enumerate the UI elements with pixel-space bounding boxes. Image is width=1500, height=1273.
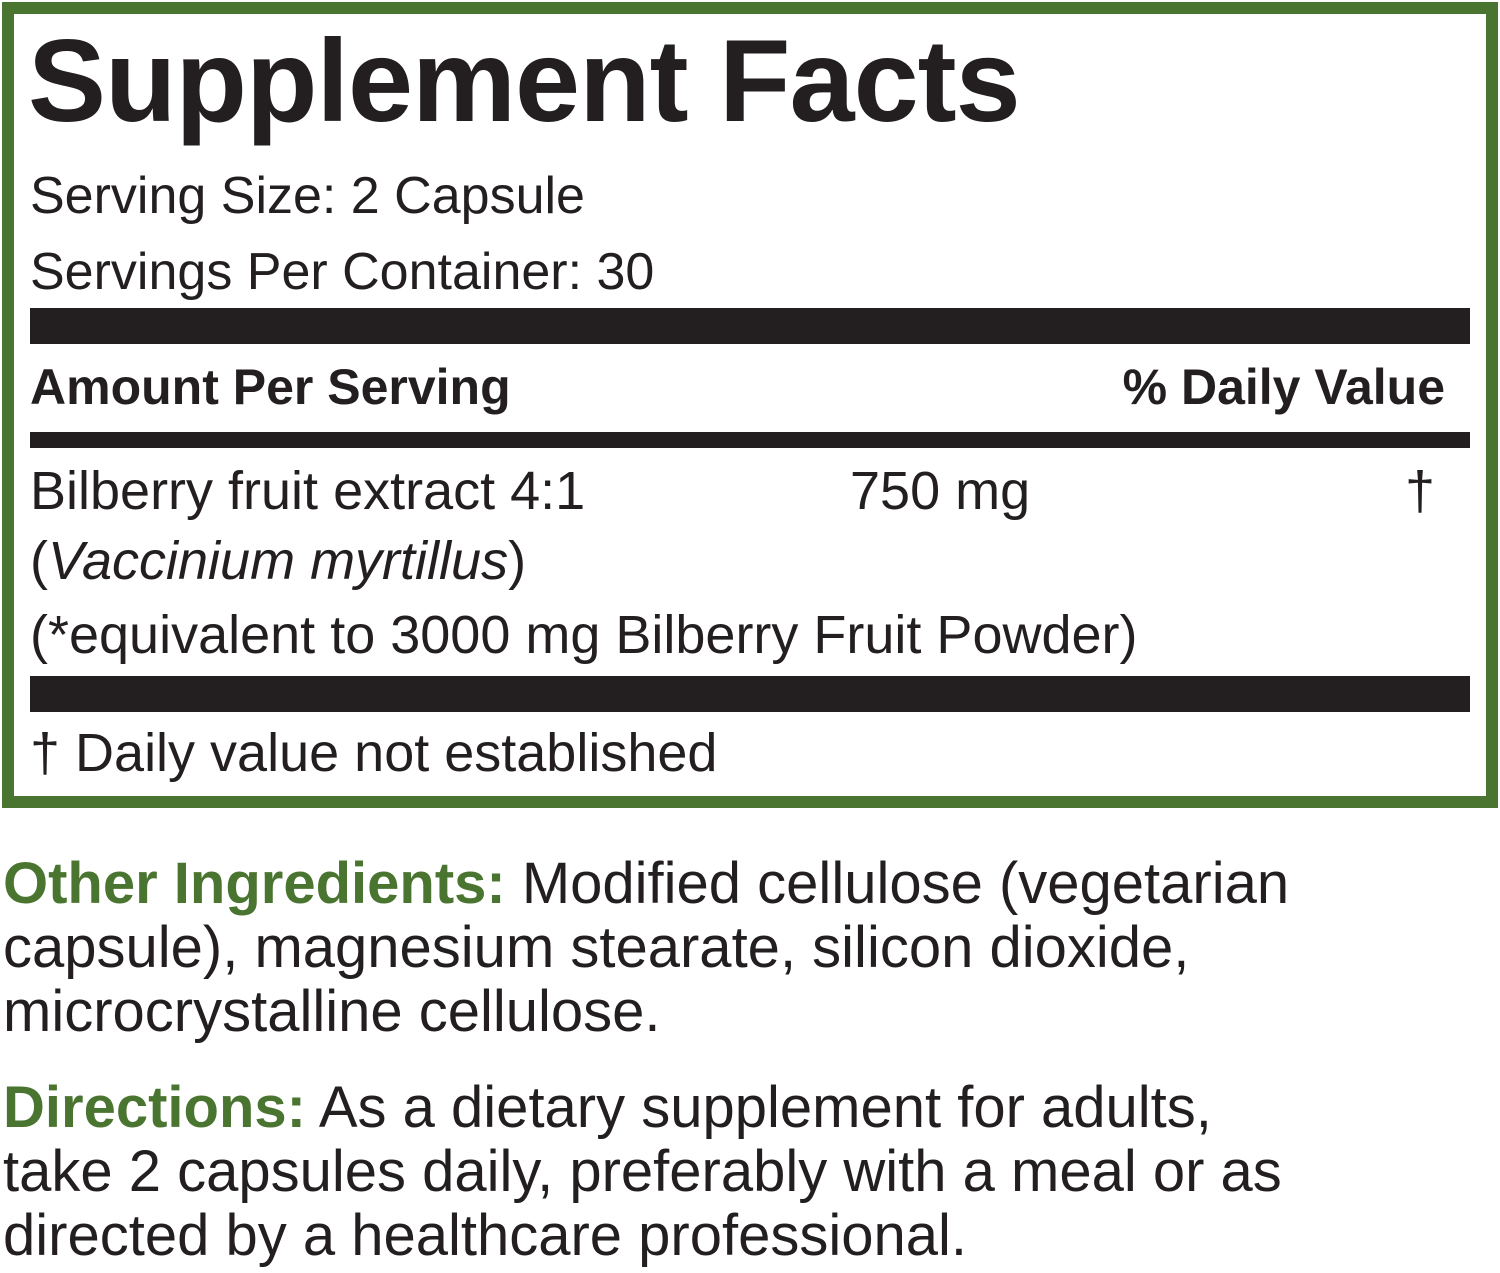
ingredient-name: Bilberry fruit extract 4:1 <box>30 461 586 521</box>
thick-divider <box>30 308 1470 344</box>
other-ingredients-text: capsule), magnesium stearate, silicon di… <box>3 915 1190 980</box>
paren-close: ) <box>508 531 527 591</box>
ingredient-amount: 750 mg <box>850 461 1031 521</box>
directions-label: Directions: <box>3 1075 306 1140</box>
ingredient-latin-name: (Vaccinium myrtillus) <box>30 534 526 588</box>
other-ingredients: Other Ingredients: Modified cellulose (v… <box>3 852 1289 1044</box>
panel-title: Supplement Facts <box>28 15 1021 146</box>
paren-open: ( <box>30 531 48 591</box>
footnote: † Daily value not established <box>30 723 718 783</box>
directions: Directions: As a dietary supplement for … <box>3 1076 1282 1268</box>
amount-per-serving-header: Amount Per Serving <box>30 359 511 415</box>
directions-text: directed by a healthcare professional. <box>3 1203 968 1268</box>
daily-value-header: % Daily Value <box>1122 359 1445 415</box>
thick-divider-bottom <box>30 676 1470 712</box>
medium-divider <box>30 432 1470 448</box>
other-ingredients-text: Modified cellulose (vegetarian <box>505 851 1290 916</box>
ingredient-daily-value: † <box>1405 461 1436 521</box>
directions-text: take 2 capsules daily, preferably with a… <box>3 1139 1282 1204</box>
other-ingredients-label: Other Ingredients: <box>3 851 506 916</box>
other-ingredients-text: microcrystalline cellulose. <box>3 979 661 1044</box>
directions-text: As a dietary supplement for adults, <box>305 1075 1212 1140</box>
latin-name: Vaccinium myrtillus <box>47 531 509 591</box>
ingredient-equivalent: (*equivalent to 3000 mg Bilberry Fruit P… <box>30 605 1138 665</box>
serving-size: Serving Size: 2 Capsule <box>30 167 585 225</box>
servings-per-container: Servings Per Container: 30 <box>30 243 655 301</box>
supplement-facts-panel <box>2 2 1498 808</box>
